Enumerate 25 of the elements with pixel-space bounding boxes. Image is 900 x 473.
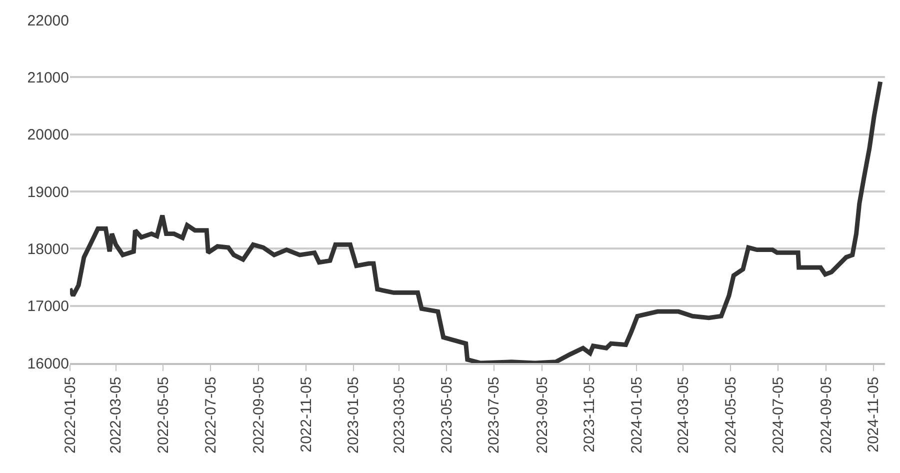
x-tick-label: 2024-05-05: [722, 376, 740, 454]
x-tick-label: 2024-09-05: [818, 376, 835, 454]
x-tick-label: 2022-07-05: [202, 376, 220, 454]
x-tick-label: 2023-07-05: [486, 376, 503, 454]
x-tick-label: 2024-07-05: [770, 376, 787, 454]
x-tick-label: 2023-11-05: [581, 376, 598, 452]
y-tick-label: 18000: [27, 240, 69, 258]
x-tick-label: 2023-03-05: [390, 376, 408, 454]
y-tick-label: 22000: [27, 12, 69, 30]
x-tick-label: 2023-01-05: [345, 376, 362, 454]
x-tick-label: 2023-05-05: [438, 376, 456, 454]
x-tick-label: 2022-09-05: [250, 376, 268, 454]
x-tick-label: 2024-03-05: [675, 376, 692, 454]
x-tick-label: 2022-03-05: [108, 376, 125, 454]
x-tick-label: 2022-01-05: [62, 376, 79, 454]
y-tick-label: 20000: [27, 126, 69, 144]
y-tick-label: 19000: [27, 184, 69, 201]
y-tick-label: 21000: [27, 69, 69, 86]
x-tick-label: 2024-11-05: [865, 376, 882, 452]
x-tick-label: 2024-01-05: [628, 376, 646, 454]
y-tick-label: 17000: [27, 298, 69, 316]
x-tick-label: 2022-05-05: [155, 376, 172, 454]
y-tick-label: 16000: [27, 355, 69, 372]
x-tick-label: 2022-11-05: [298, 376, 315, 452]
x-tick-label: 2023-09-05: [534, 376, 551, 454]
